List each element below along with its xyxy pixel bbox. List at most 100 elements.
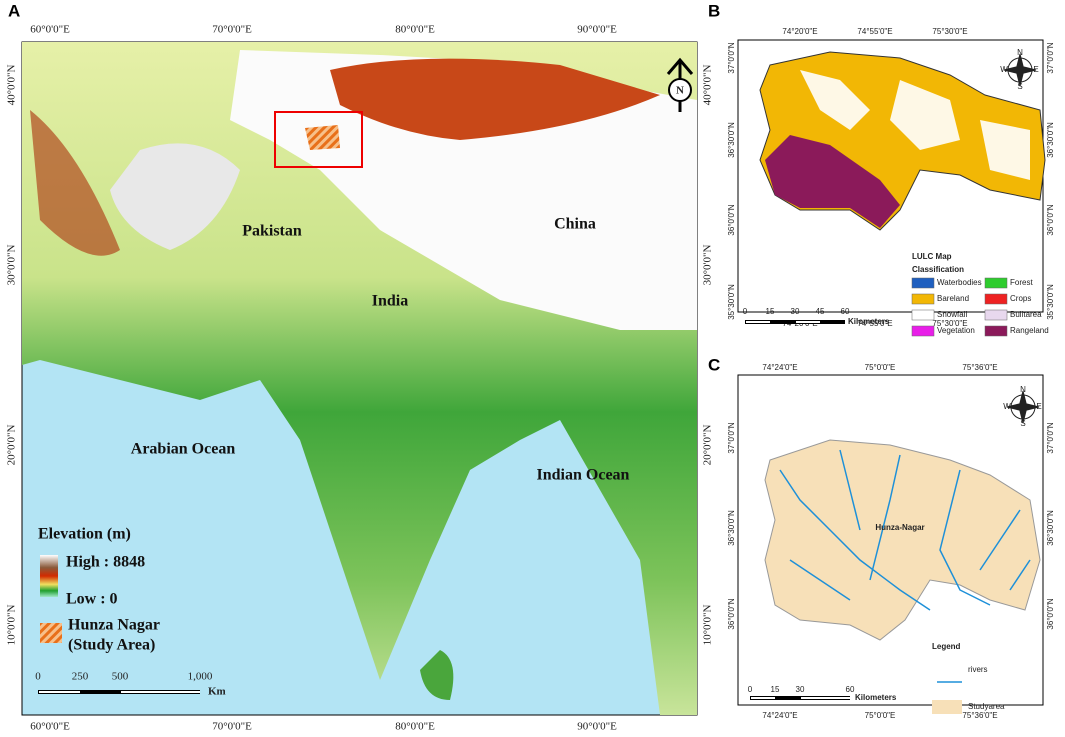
compass-letter: S (1020, 419, 1025, 428)
lon-tick-label: 74°55'0"E (857, 319, 892, 328)
lon-tick-label: 75°36'0"E (962, 363, 997, 372)
lon-tick-label: 90°0'0"E (577, 24, 617, 36)
lon-tick-label: 80°0'0"E (395, 24, 435, 36)
legend-swatch (984, 309, 1008, 321)
scale-tick-label: 15 (766, 307, 775, 316)
place-label: Indian Ocean (537, 467, 630, 484)
scale-bar-seg (751, 697, 775, 699)
scale-tick-label: 30 (796, 685, 805, 694)
lon-tick-label: 75°0'0"E (865, 711, 896, 720)
panel-c-map (737, 374, 1044, 706)
compass-letter: N (1017, 48, 1023, 57)
legend-swatch (984, 293, 1008, 305)
scale-bar-seg (746, 321, 770, 323)
lon-tick-label: 70°0'0"E (212, 24, 252, 36)
compass-letter: E (1036, 402, 1041, 411)
legend-study: (Study Area) (68, 637, 155, 654)
scale-tick-label: 0 (743, 307, 748, 316)
lat-tick-label: 35°30'0"N (727, 284, 736, 320)
legend-item: Rangeland (1010, 326, 1049, 335)
lat-tick-label: 37°0'0"N (727, 422, 736, 453)
compass-letter: W (1003, 402, 1011, 411)
scale-tick-label: 60 (841, 307, 850, 316)
lon-tick-label: 75°30'0"E (932, 27, 967, 36)
lon-tick-label: 80°0'0"E (395, 721, 435, 733)
scale-tick-label: 250 (72, 671, 89, 683)
panel-label: C (708, 355, 720, 374)
legend-title: LULC Map (912, 252, 952, 261)
place-label: Pakistan (242, 223, 302, 240)
compasses (1003, 53, 1040, 424)
scale-bar-seg (796, 321, 820, 323)
lat-tick-label: 36°0'0"N (727, 598, 736, 629)
scale-tick-label: 0 (748, 685, 753, 694)
scale-tick-label: 15 (771, 685, 780, 694)
lat-tick-label: 35°30'0"N (1046, 284, 1055, 320)
legend-swatch (911, 277, 935, 289)
compass-letter: E (1033, 65, 1038, 74)
lat-tick-label: 37°0'0"N (1046, 422, 1055, 453)
scale-bar-seg (39, 691, 80, 693)
scale-bar (745, 320, 845, 324)
legend-swatch (984, 277, 1008, 289)
lat-tick-label: 36°30'0"N (727, 122, 736, 158)
lat-tick-label: 20°0'0"N (6, 425, 18, 466)
legend-study: Hunza Nagar (68, 617, 160, 634)
legend-swatch (911, 309, 935, 321)
legend-item: Snowfall (937, 310, 967, 319)
region-label: Hunza-Nagar (875, 523, 924, 532)
legend-subtitle: Classification (912, 265, 964, 274)
lon-tick-label: 74°24'0"E (762, 711, 797, 720)
lat-tick-label: 36°30'0"N (1046, 122, 1055, 158)
legend-item: rivers (968, 665, 988, 674)
study-swatch (932, 700, 962, 714)
legend-swatch (911, 325, 935, 337)
lon-tick-label: 75°36'0"E (962, 711, 997, 720)
scale-tick-label: 45 (816, 307, 825, 316)
lat-tick-label: 37°0'0"N (727, 42, 736, 73)
lat-tick-label: 36°30'0"N (1046, 510, 1055, 546)
compass-letter: N (1020, 385, 1026, 394)
north-label: N (676, 85, 684, 97)
scale-tick-label: 60 (846, 685, 855, 694)
legend-item: Crops (1010, 294, 1031, 303)
compass-letter: S (1017, 82, 1022, 91)
place-label: Arabian Ocean (131, 441, 236, 458)
legend-title: Legend (932, 642, 961, 651)
lat-tick-label: 30°0'0"N (702, 245, 714, 286)
place-label: China (554, 216, 596, 233)
lat-tick-label: 36°30'0"N (727, 510, 736, 546)
lon-tick-label: 75°0'0"E (865, 363, 896, 372)
lon-tick-label: 75°30'0"E (932, 319, 967, 328)
panel-b-map (737, 39, 1046, 313)
lat-tick-label: 30°0'0"N (6, 245, 18, 286)
lat-tick-label: 40°0'0"N (702, 65, 714, 106)
legend-item: Vegetation (937, 326, 975, 335)
legend-item: Waterbodies (937, 278, 982, 287)
legend-high: High : 8848 (66, 554, 145, 571)
lat-tick-label: 37°0'0"N (1046, 42, 1055, 73)
lon-tick-label: 60°0'0"E (30, 721, 70, 733)
lat-tick-label: 36°0'0"N (727, 204, 736, 235)
lat-tick-label: 40°0'0"N (6, 65, 18, 106)
legend-low: Low : 0 (66, 591, 118, 608)
scale-tick-label: 0 (35, 671, 41, 683)
lon-tick-label: 74°20'0"E (782, 27, 817, 36)
legend-swatch (984, 325, 1008, 337)
legend-title: Elevation (m) (38, 526, 131, 543)
lat-tick-label: 20°0'0"N (702, 425, 714, 466)
lon-tick-label: 60°0'0"E (30, 24, 70, 36)
scale-bar-seg (801, 697, 850, 699)
lat-tick-label: 36°0'0"N (1046, 598, 1055, 629)
panel-a-map (21, 41, 698, 716)
lat-tick-label: 36°0'0"N (1046, 204, 1055, 235)
scale-bar-seg (121, 691, 200, 693)
lat-tick-label: 10°0'0"N (6, 605, 18, 646)
legend-item: Studyarea (968, 702, 1005, 711)
lon-tick-label: 70°0'0"E (212, 721, 252, 733)
panel-label: B (708, 1, 720, 20)
scale-tick-label: 30 (791, 307, 800, 316)
scale-bar (750, 696, 850, 700)
legend-item: Builtarea (1010, 310, 1042, 319)
